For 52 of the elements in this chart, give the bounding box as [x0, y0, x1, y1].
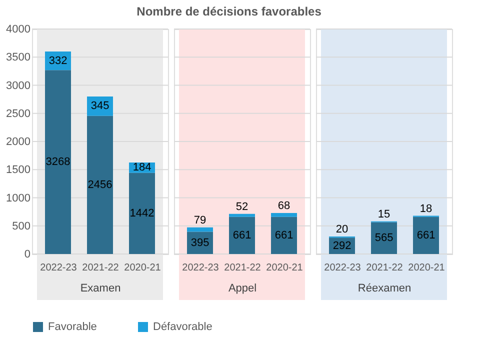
y-tick-label: 3500	[6, 52, 30, 64]
x-tick-label: 2021-22	[366, 262, 404, 274]
data-label: 661	[416, 229, 436, 242]
data-label: 20	[336, 223, 348, 236]
y-tick-label: 1000	[6, 192, 30, 204]
y-tick-label: 3000	[6, 80, 30, 92]
bar	[229, 216, 255, 254]
bar	[271, 212, 297, 217]
legend-label: Favorable	[48, 321, 97, 333]
y-tick-label: 1500	[6, 164, 30, 176]
x-tick-label: 2022-23	[324, 262, 362, 274]
y-tick-label: 500	[12, 220, 30, 232]
data-label: 79	[194, 214, 206, 226]
y-tick-label: 2500	[6, 108, 30, 120]
data-label: 395	[190, 236, 210, 249]
x-axis-title: Appel	[228, 282, 257, 294]
data-label: 1442	[130, 207, 154, 220]
data-label: 3268	[46, 156, 70, 168]
bar	[413, 216, 439, 254]
bar	[87, 116, 113, 254]
data-label: 15	[378, 208, 390, 220]
x-tick-label: 2021-22	[82, 262, 120, 274]
data-label: 345	[90, 100, 110, 112]
data-label: 18	[420, 202, 432, 215]
x-axis-title: Examen	[80, 282, 121, 294]
text: Nombre de décisions favorables	[136, 4, 322, 18]
x-tick-label: 2020-21	[408, 262, 446, 274]
legend-label: Défavorable	[153, 321, 212, 333]
data-label: 184	[132, 162, 152, 174]
bar	[229, 214, 255, 217]
x-tick-label: 2020-21	[124, 262, 162, 274]
x-tick-label: 2020-21	[266, 262, 304, 274]
bar	[371, 222, 397, 254]
bar	[129, 172, 155, 254]
y-tick-label: 0	[24, 248, 30, 260]
data-label: 68	[278, 200, 290, 212]
x-tick-label: 2022-23	[40, 262, 78, 274]
y-tick-label: 2000	[6, 136, 30, 148]
x-tick-label: 2021-22	[224, 262, 262, 274]
data-label: 565	[374, 232, 394, 244]
x-axis-title: Réexamen	[358, 282, 412, 294]
data-label: 661	[232, 229, 252, 242]
bar	[187, 227, 213, 232]
bar	[45, 70, 71, 254]
data-label: 292	[332, 240, 352, 252]
data-label: 2456	[88, 178, 112, 191]
bar	[271, 216, 297, 254]
data-label: 52	[236, 200, 248, 213]
data-label: 332	[48, 54, 68, 67]
data-label: 661	[274, 229, 294, 242]
y-tick-label: 4000	[6, 24, 30, 36]
x-tick-label: 2022-23	[182, 262, 220, 274]
